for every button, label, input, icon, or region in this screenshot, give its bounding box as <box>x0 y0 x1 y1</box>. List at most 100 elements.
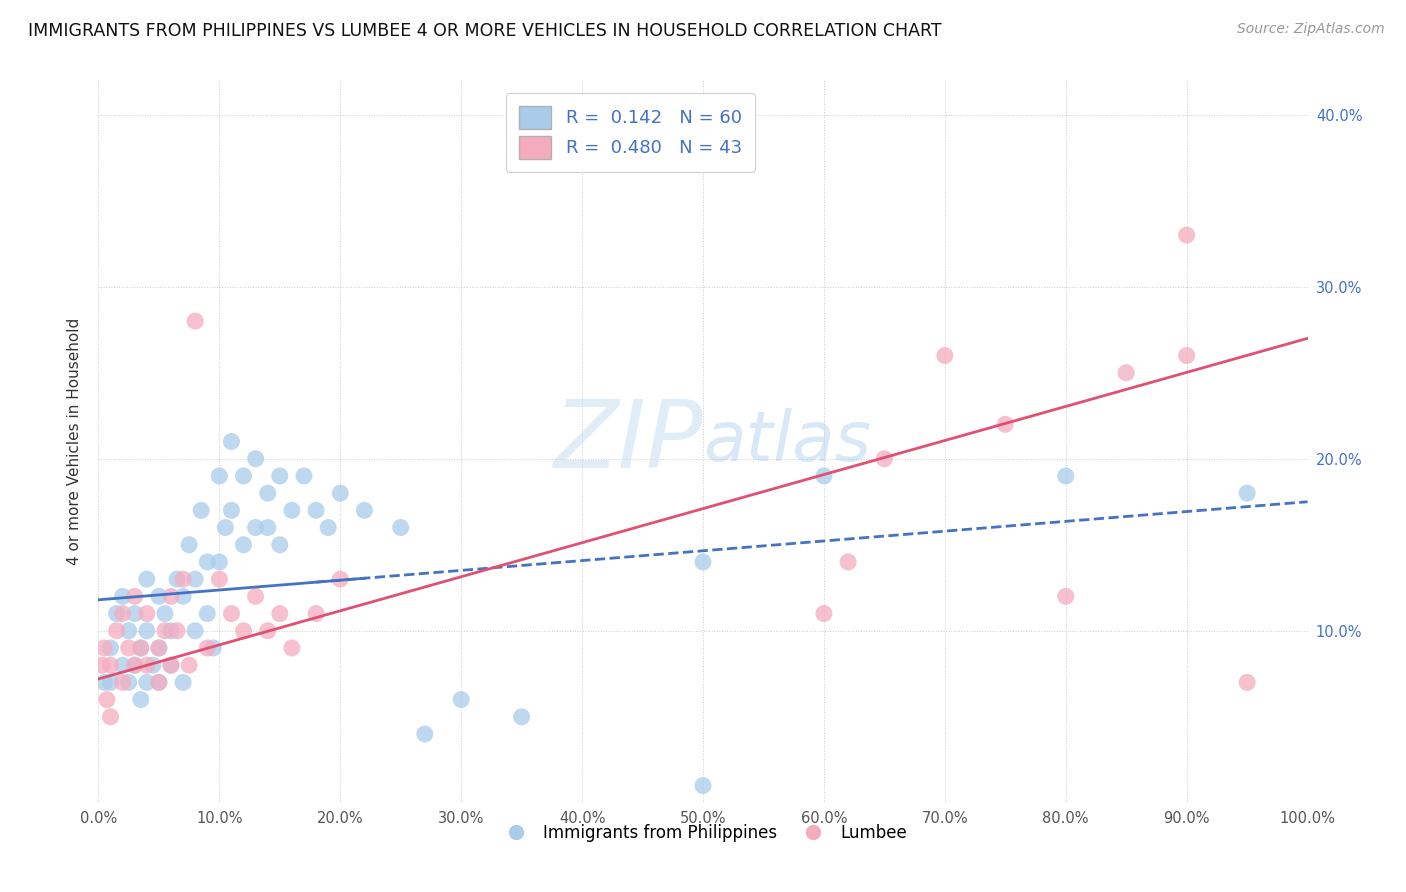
Point <box>190 503 212 517</box>
Point <box>135 607 157 621</box>
Point <box>510 710 533 724</box>
Point <box>221 434 243 449</box>
Point <box>813 607 835 621</box>
Point <box>118 675 141 690</box>
Point <box>160 624 183 638</box>
Point <box>269 469 291 483</box>
Point <box>389 520 412 534</box>
Y-axis label: 4 or more Vehicles in Household: 4 or more Vehicles in Household <box>67 318 83 566</box>
Point <box>91 658 114 673</box>
Point <box>221 503 243 517</box>
Point <box>148 675 170 690</box>
Point <box>208 555 231 569</box>
Point <box>135 675 157 690</box>
Point <box>202 640 225 655</box>
Text: IMMIGRANTS FROM PHILIPPINES VS LUMBEE 4 OR MORE VEHICLES IN HOUSEHOLD CORRELATIO: IMMIGRANTS FROM PHILIPPINES VS LUMBEE 4 … <box>28 22 942 40</box>
Point <box>111 675 134 690</box>
Point <box>269 607 291 621</box>
Point <box>195 640 218 655</box>
Point <box>100 640 122 655</box>
Point <box>232 469 254 483</box>
Point <box>214 520 236 534</box>
Point <box>281 640 304 655</box>
Point <box>305 607 328 621</box>
Point <box>124 590 146 604</box>
Point <box>172 675 194 690</box>
Point <box>184 624 207 638</box>
Point <box>873 451 896 466</box>
Point <box>142 658 165 673</box>
Point <box>160 658 183 673</box>
Point <box>1054 469 1077 483</box>
Point <box>166 624 188 638</box>
Point <box>1054 590 1077 604</box>
Point <box>692 555 714 569</box>
Point <box>245 520 267 534</box>
Point <box>329 572 352 586</box>
Point <box>160 658 183 673</box>
Point <box>153 607 176 621</box>
Point <box>245 590 267 604</box>
Legend: Immigrants from Philippines, Lumbee: Immigrants from Philippines, Lumbee <box>492 817 914 848</box>
Point <box>1175 349 1198 363</box>
Point <box>124 658 146 673</box>
Point <box>1236 486 1258 500</box>
Text: atlas: atlas <box>703 408 870 475</box>
Point <box>129 692 152 706</box>
Point <box>166 572 188 586</box>
Point <box>148 640 170 655</box>
Point <box>93 675 115 690</box>
Point <box>179 658 201 673</box>
Point <box>329 486 352 500</box>
Point <box>135 624 157 638</box>
Point <box>184 572 207 586</box>
Point <box>105 624 128 638</box>
Point <box>413 727 436 741</box>
Point <box>148 590 170 604</box>
Point <box>256 520 278 534</box>
Point <box>118 640 141 655</box>
Point <box>135 658 157 673</box>
Point <box>118 624 141 638</box>
Point <box>256 624 278 638</box>
Point <box>813 469 835 483</box>
Point <box>245 451 267 466</box>
Point <box>353 503 375 517</box>
Point <box>934 349 956 363</box>
Point <box>256 486 278 500</box>
Point <box>184 314 207 328</box>
Point <box>124 658 146 673</box>
Point <box>100 710 122 724</box>
Point <box>129 640 152 655</box>
Point <box>195 607 218 621</box>
Point <box>208 572 231 586</box>
Point <box>179 538 201 552</box>
Point <box>195 555 218 569</box>
Point <box>994 417 1017 432</box>
Point <box>837 555 859 569</box>
Point <box>208 469 231 483</box>
Point <box>111 658 134 673</box>
Point <box>450 692 472 706</box>
Point <box>100 675 122 690</box>
Point <box>93 640 115 655</box>
Point <box>135 572 157 586</box>
Point <box>172 572 194 586</box>
Point <box>232 624 254 638</box>
Point <box>316 520 339 534</box>
Point <box>305 503 328 517</box>
Point <box>124 607 146 621</box>
Point <box>160 590 183 604</box>
Point <box>111 607 134 621</box>
Text: ZIP: ZIP <box>554 396 703 487</box>
Point <box>129 640 152 655</box>
Point <box>153 624 176 638</box>
Point <box>105 607 128 621</box>
Text: Source: ZipAtlas.com: Source: ZipAtlas.com <box>1237 22 1385 37</box>
Point <box>232 538 254 552</box>
Point <box>148 640 170 655</box>
Point <box>96 692 118 706</box>
Point <box>1175 228 1198 243</box>
Point <box>172 590 194 604</box>
Point <box>292 469 315 483</box>
